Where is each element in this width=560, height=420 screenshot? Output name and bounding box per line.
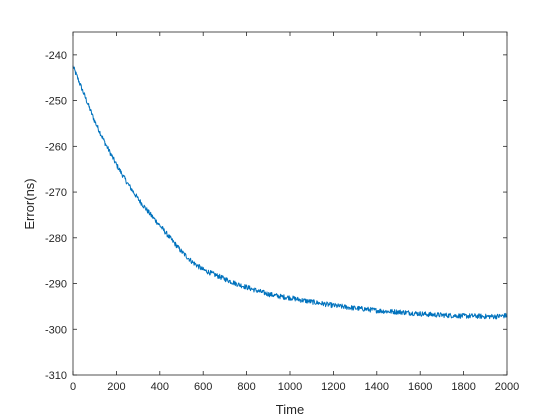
x-tick-label: 1000	[278, 381, 302, 393]
x-tick-label: 200	[107, 381, 125, 393]
y-tick-labels: -240 -250 -260 -270 -280 -290 -300 -310	[45, 50, 67, 382]
y-tick-label: -300	[45, 324, 67, 336]
x-tick-label: 1800	[451, 381, 475, 393]
y-tick-label: -250	[45, 96, 67, 108]
tick-layer	[72, 32, 508, 376]
y-tick-label: -260	[45, 141, 67, 153]
x-tick-label: 0	[70, 381, 76, 393]
plot-area	[73, 32, 507, 375]
y-tick-label: -280	[45, 233, 67, 245]
x-tick-label: 400	[151, 381, 169, 393]
y-tick-label: -270	[45, 187, 67, 199]
x-tick-label: 600	[194, 381, 212, 393]
series-layer	[72, 65, 508, 320]
y-tick-label: -310	[45, 370, 67, 382]
x-tick-label: 2000	[495, 381, 519, 393]
x-axis-title: Time	[276, 402, 304, 417]
series-line	[72, 65, 508, 320]
x-tick-label: 1400	[365, 381, 389, 393]
y-tick-label: -240	[45, 50, 67, 62]
x-tick-label: 1600	[408, 381, 432, 393]
x-tick-labels: 0 200 400 600 800 1000 1200 1400 1600 1800 2000	[70, 381, 519, 393]
y-tick-label: -290	[45, 279, 67, 291]
y-axis-title: Error(ns)	[22, 178, 37, 229]
x-tick-label: 1200	[321, 381, 345, 393]
x-tick-label: 800	[237, 381, 255, 393]
